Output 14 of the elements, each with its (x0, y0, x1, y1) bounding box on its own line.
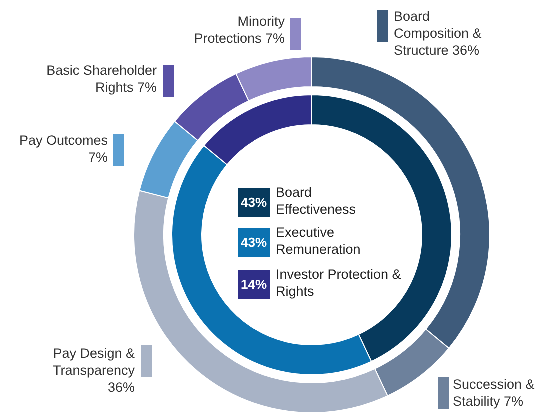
data-label: 36% (108, 380, 135, 395)
legend-label: Investor Protection & Rights (276, 266, 402, 300)
data-label: 7% (504, 394, 524, 409)
data-label: 7% (265, 31, 285, 46)
legend-label: Pay Design & Transparency (52, 346, 135, 378)
legend-label: Board Effectiveness (276, 184, 358, 218)
data-label: 7% (88, 150, 108, 165)
data-label: 43% (238, 228, 270, 257)
slice-label: Pay Outcomes (19, 133, 108, 148)
data-label: 7% (137, 80, 157, 95)
data-label: 43% (238, 188, 270, 217)
data-label: 36% (452, 43, 480, 58)
data-label: 14% (238, 270, 270, 299)
legend-label: Executive Remuneration (276, 224, 362, 258)
